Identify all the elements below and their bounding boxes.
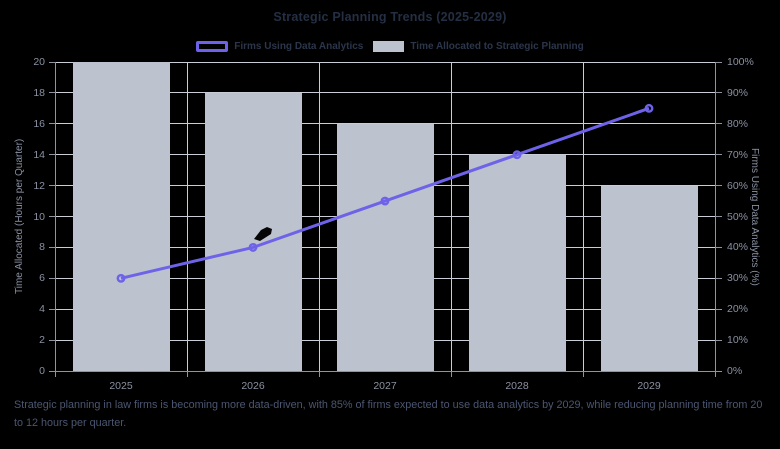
data-point-2027[interactable] [380, 196, 390, 206]
gridline-v [318, 62, 320, 371]
y-axis-tick-right [715, 216, 722, 217]
y-tick-label-right: 0% [727, 365, 743, 377]
y-axis-tick-right [715, 123, 722, 125]
bar-2028[interactable] [468, 154, 566, 371]
x-tick-label: 2029 [637, 380, 661, 392]
x-axis-tick [186, 371, 188, 377]
data-point-2026[interactable] [248, 242, 258, 252]
y-tick-label-left: 10 [33, 210, 45, 223]
y-axis-tick-right [715, 154, 722, 156]
mouse-cursor [254, 227, 272, 241]
y-axis-line-right [714, 62, 716, 371]
y-tick-label-right: 10% [727, 334, 749, 347]
y-tick-label-left: 16 [33, 117, 45, 130]
x-tick-label: 2025 [109, 380, 133, 392]
y-tick-label-left: 12 [33, 179, 45, 192]
y-axis-tick-right [715, 277, 722, 279]
y-axis-tick-left [49, 277, 55, 279]
y-axis-tick-right [715, 370, 722, 372]
x-axis-tick [54, 371, 56, 377]
legend-item-line[interactable]: Firms Using Data Analytics [196, 41, 363, 52]
chart-title: Strategic Planning Trends (2025-2029) [273, 10, 507, 24]
y-tick-label-right: 20% [727, 303, 749, 316]
bar-2025[interactable] [72, 62, 170, 371]
legend-label-line: Firms Using Data Analytics [234, 41, 364, 52]
x-axis-tick [714, 371, 716, 377]
y-axis-tick-right [715, 185, 722, 187]
gridline-v [450, 62, 452, 371]
y-tick-label-right: 40% [727, 241, 749, 254]
y-axis-tick-right [715, 339, 722, 341]
y-tick-label-left: 6 [39, 272, 45, 285]
data-point-2028[interactable] [512, 150, 522, 160]
x-tick-label: 2026 [241, 380, 265, 392]
x-axis-tick [318, 371, 320, 377]
y-axis-tick-right [715, 308, 722, 310]
y-axis-tick-left [49, 246, 55, 248]
chart-legend: Firms Using Data Analytics Time Allocate… [0, 41, 780, 52]
bar-2029[interactable] [600, 185, 698, 371]
y-tick-label-right: 90% [727, 86, 749, 99]
caption: Strategic planning in law firms is becom… [14, 399, 763, 429]
line-series-layer [116, 103, 654, 283]
chart-plot-area: 0 0% 2 10% 4 20% 6 30% 8 40% 10 50% 12 60% 14 70% 16 80% 1… [33, 56, 754, 392]
bar-series-swatch-icon [373, 41, 405, 52]
y-axis-tick-right [715, 92, 722, 94]
y-axis-tick-left [49, 123, 55, 125]
y-axis-line-left [54, 62, 56, 371]
y-tick-label-left: 2 [39, 334, 45, 347]
x-axis-tick [582, 371, 584, 377]
gridline-h [55, 92, 715, 94]
y-tick-label-right: 80% [727, 117, 749, 130]
line-series [120, 106, 650, 280]
y-axis-tick-right [715, 246, 722, 248]
x-axis-tick [450, 371, 452, 377]
y-tick-label-left: 0 [39, 365, 45, 377]
y-tick-label-right: 100% [727, 56, 754, 68]
y-axis-tick-left [49, 370, 55, 372]
legend-label-bar: Time Allocated to Strategic Planning [410, 41, 584, 52]
x-tick-label: 2028 [505, 380, 529, 392]
y-axis-tick-left [49, 185, 55, 187]
y-axis-tick-left [49, 92, 55, 94]
y-tick-label-right: 30% [727, 272, 749, 285]
bar-2026[interactable] [204, 92, 302, 371]
y-tick-label-left: 14 [33, 148, 45, 161]
gridline-h [55, 61, 715, 63]
data-point-2025[interactable] [116, 273, 126, 283]
y-axis-right-title: Firms Using Data Analytics (%) [749, 147, 760, 286]
gridline-v [186, 62, 188, 371]
data-point-2029[interactable] [644, 103, 654, 113]
x-axis-line [55, 370, 715, 372]
y-tick-label-left: 18 [33, 86, 45, 99]
y-axis-tick-left [49, 154, 55, 156]
line-series-swatch-icon [196, 41, 229, 52]
y-axis-tick-left [49, 308, 55, 310]
x-tick-label: 2027 [373, 380, 397, 392]
y-axis-tick-right [715, 61, 722, 63]
y-axis-tick-left [49, 61, 55, 63]
y-tick-label-right: 60% [727, 179, 749, 192]
bar-2027[interactable] [336, 123, 434, 371]
gridline-v [582, 62, 584, 371]
legend-item-bar[interactable]: Time Allocated to Strategic Planning [373, 41, 584, 52]
y-tick-label-right: 50% [727, 210, 749, 223]
y-tick-label-left: 4 [39, 303, 45, 316]
y-tick-label-right: 70% [727, 148, 749, 161]
y-tick-label-left: 8 [39, 241, 45, 254]
y-axis-tick-left [49, 216, 55, 217]
y-tick-label-left: 20 [33, 56, 45, 68]
y-axis-tick-left [49, 339, 55, 341]
